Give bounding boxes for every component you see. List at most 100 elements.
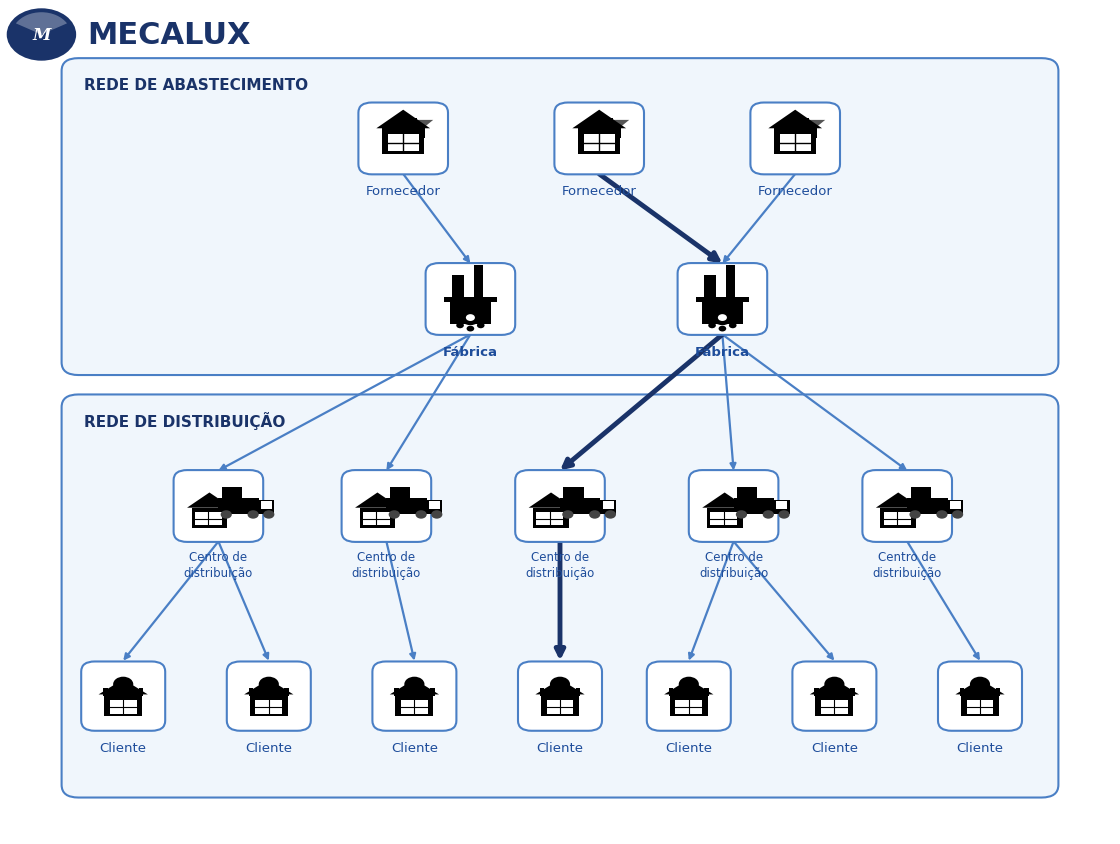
Bar	[996, 688, 1000, 696]
Bar	[948, 500, 963, 515]
Polygon shape	[955, 679, 1005, 695]
Bar	[600, 500, 616, 515]
Bar	[726, 266, 735, 301]
Circle shape	[259, 677, 279, 692]
Text: REDE DE DISTRIBUIÇÃO: REDE DE DISTRIBUIÇÃO	[84, 411, 286, 429]
Text: Cliente: Cliente	[100, 741, 147, 754]
Circle shape	[970, 677, 990, 692]
Circle shape	[704, 316, 711, 321]
Bar	[710, 512, 737, 526]
Bar	[776, 501, 787, 509]
Polygon shape	[403, 121, 433, 127]
Text: Cliente: Cliente	[956, 741, 1004, 754]
Text: Cliente: Cliente	[391, 741, 438, 754]
Bar	[395, 695, 433, 717]
Bar	[110, 701, 137, 714]
Circle shape	[605, 511, 616, 519]
Polygon shape	[664, 679, 713, 695]
Bar	[821, 701, 848, 714]
FancyBboxPatch shape	[62, 59, 1058, 376]
Bar	[394, 688, 399, 696]
Bar	[563, 488, 584, 498]
Circle shape	[466, 315, 475, 322]
Polygon shape	[376, 111, 430, 129]
Circle shape	[708, 307, 716, 313]
Bar	[588, 119, 613, 133]
Polygon shape	[187, 493, 232, 508]
Polygon shape	[99, 679, 148, 695]
Polygon shape	[253, 691, 284, 701]
Bar	[474, 266, 483, 301]
Bar	[734, 498, 774, 515]
Bar	[884, 512, 911, 526]
Text: Centro de
distribuição: Centro de distribuição	[352, 551, 421, 580]
Circle shape	[719, 305, 726, 310]
Circle shape	[263, 511, 274, 519]
Circle shape	[589, 511, 600, 519]
Circle shape	[824, 677, 844, 692]
Bar	[704, 276, 716, 301]
Circle shape	[467, 305, 474, 310]
FancyBboxPatch shape	[174, 470, 263, 542]
FancyBboxPatch shape	[515, 470, 605, 542]
Bar	[452, 276, 464, 301]
Circle shape	[909, 511, 921, 519]
Circle shape	[679, 677, 699, 692]
Bar	[795, 127, 818, 139]
Bar	[967, 701, 993, 714]
Circle shape	[729, 307, 737, 313]
Circle shape	[477, 323, 485, 329]
FancyBboxPatch shape	[426, 263, 515, 335]
Bar	[950, 501, 961, 509]
Text: Fornecedor: Fornecedor	[758, 186, 832, 198]
FancyBboxPatch shape	[792, 662, 876, 731]
Polygon shape	[599, 121, 629, 127]
Bar	[737, 488, 757, 498]
Bar	[850, 688, 855, 696]
Circle shape	[456, 307, 464, 313]
Polygon shape	[572, 111, 626, 129]
Bar	[450, 301, 491, 325]
Circle shape	[936, 511, 948, 519]
Bar	[401, 701, 428, 714]
FancyBboxPatch shape	[372, 662, 457, 731]
Circle shape	[778, 511, 790, 519]
Text: Centro de
distribuição: Centro de distribuição	[525, 551, 595, 580]
Text: Centro de
distribuição: Centro de distribuição	[184, 551, 253, 580]
Bar	[195, 512, 222, 526]
Circle shape	[416, 511, 427, 519]
Polygon shape	[529, 493, 573, 508]
Circle shape	[736, 511, 747, 519]
Text: REDE DE ABASTECIMENTO: REDE DE ABASTECIMENTO	[84, 78, 308, 93]
FancyBboxPatch shape	[750, 104, 840, 176]
Bar	[547, 701, 573, 714]
Circle shape	[404, 677, 424, 692]
Bar	[390, 488, 410, 498]
Bar	[704, 688, 709, 696]
FancyBboxPatch shape	[939, 662, 1021, 731]
Bar	[670, 695, 708, 717]
Polygon shape	[355, 493, 400, 508]
Circle shape	[248, 511, 259, 519]
Bar	[444, 298, 497, 303]
FancyBboxPatch shape	[647, 662, 730, 731]
Text: MECALUX: MECALUX	[87, 21, 251, 50]
Polygon shape	[702, 493, 747, 508]
Bar	[250, 695, 288, 717]
Circle shape	[952, 511, 963, 519]
Circle shape	[763, 511, 774, 519]
Bar	[192, 508, 227, 528]
Bar	[261, 501, 272, 509]
Circle shape	[562, 511, 573, 519]
Bar	[427, 500, 442, 515]
FancyBboxPatch shape	[358, 104, 448, 176]
Circle shape	[431, 511, 442, 519]
Bar	[774, 500, 790, 515]
Bar	[669, 688, 673, 696]
Polygon shape	[673, 691, 704, 701]
Polygon shape	[819, 691, 850, 701]
Bar	[430, 688, 435, 696]
Text: Cliente: Cliente	[811, 741, 858, 754]
Bar	[533, 508, 569, 528]
Bar	[814, 688, 819, 696]
